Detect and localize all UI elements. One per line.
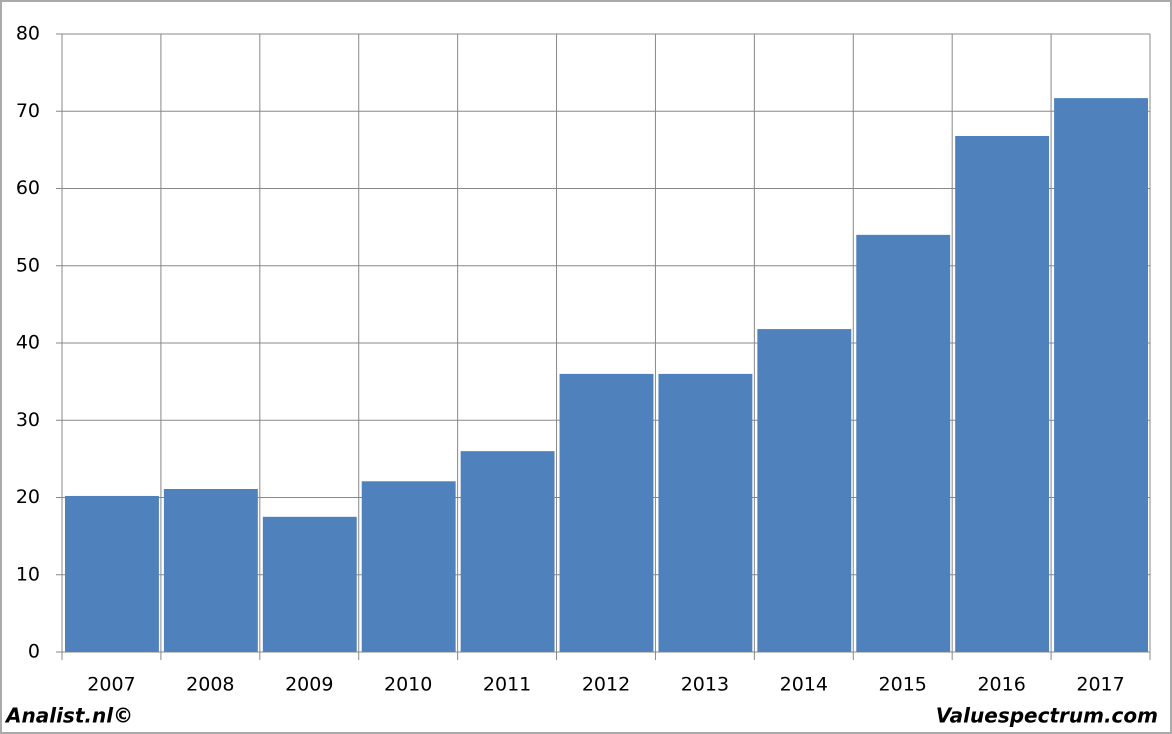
y-tick-label: 0: [28, 641, 40, 663]
y-tick-label: 10: [16, 563, 40, 585]
bar: [460, 451, 555, 652]
y-tick-label: 50: [16, 254, 40, 276]
bar: [856, 234, 951, 652]
bar: [262, 516, 357, 652]
bar: [1054, 98, 1148, 653]
y-tick-label: 60: [16, 177, 40, 199]
bar: [757, 329, 852, 652]
bar: [65, 495, 159, 652]
bar: [361, 481, 456, 652]
x-tick-label: 2017: [1076, 674, 1124, 696]
y-tick-label: 40: [16, 332, 40, 354]
x-tick-label: 2008: [186, 674, 234, 696]
source-left: Analist.nl©: [4, 704, 133, 728]
y-tick-label: 20: [16, 486, 40, 508]
y-tick-label: 30: [16, 409, 40, 431]
bar: [163, 489, 258, 652]
x-tick-label: 2007: [87, 674, 135, 696]
y-tick-label: 70: [16, 100, 40, 122]
bar: [658, 373, 753, 652]
bar: [955, 135, 1050, 653]
x-tick-label: 2016: [977, 674, 1025, 696]
x-tick-label: 2013: [681, 674, 729, 696]
x-tick-label: 2011: [483, 674, 531, 696]
x-tick-label: 2014: [780, 674, 828, 696]
x-tick-label: 2015: [879, 674, 927, 696]
x-tick-label: 2012: [582, 674, 630, 696]
x-tick-label: 2010: [384, 674, 432, 696]
bar: [559, 373, 654, 652]
y-tick-label: 80: [16, 23, 40, 45]
source-right: Valuespectrum.com: [936, 704, 1158, 728]
x-tick-label: 2009: [285, 674, 333, 696]
